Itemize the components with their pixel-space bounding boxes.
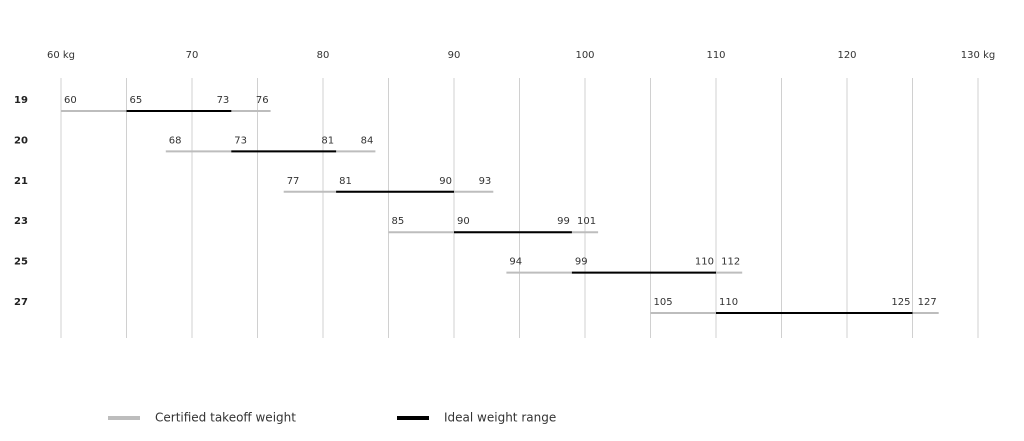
low-label: 73 [234, 135, 247, 146]
high-label: 90 [439, 176, 452, 187]
low-label: 68 [169, 135, 182, 146]
low-label: 81 [339, 176, 352, 187]
legend-label: Ideal weight range [444, 411, 556, 425]
x-tick-label: 60 kg [47, 50, 75, 61]
category-label: 23 [14, 216, 28, 227]
low-label: 65 [130, 95, 143, 106]
high-label: 99 [557, 216, 570, 227]
high-label: 76 [256, 95, 269, 106]
low-label: 60 [64, 95, 77, 106]
low-label: 85 [392, 216, 405, 227]
category-label: 27 [14, 297, 28, 308]
category-label: 20 [14, 135, 28, 146]
low-label: 77 [287, 176, 300, 187]
high-label: 112 [721, 257, 740, 268]
high-label: 81 [321, 135, 334, 146]
x-tick-label: 130 kg [961, 50, 995, 61]
category-label: 25 [14, 257, 28, 268]
high-label: 93 [479, 176, 492, 187]
x-tick-label: 100 [575, 50, 594, 61]
low-label: 105 [654, 297, 673, 308]
low-label: 90 [457, 216, 470, 227]
x-tick-label: 120 [837, 50, 856, 61]
high-label: 125 [891, 297, 910, 308]
legend-label: Certified takeoff weight [155, 411, 296, 425]
low-label: 94 [509, 257, 522, 268]
high-label: 127 [918, 297, 937, 308]
low-label: 110 [719, 297, 738, 308]
low-label: 99 [575, 257, 588, 268]
category-label: 19 [14, 95, 28, 106]
x-tick-label: 90 [448, 50, 461, 61]
category-label: 21 [14, 176, 28, 187]
high-label: 110 [695, 257, 714, 268]
high-label: 73 [217, 95, 230, 106]
x-tick-label: 110 [706, 50, 725, 61]
high-label: 101 [577, 216, 596, 227]
x-tick-label: 70 [186, 50, 199, 61]
high-label: 84 [361, 135, 374, 146]
x-tick-label: 80 [317, 50, 330, 61]
